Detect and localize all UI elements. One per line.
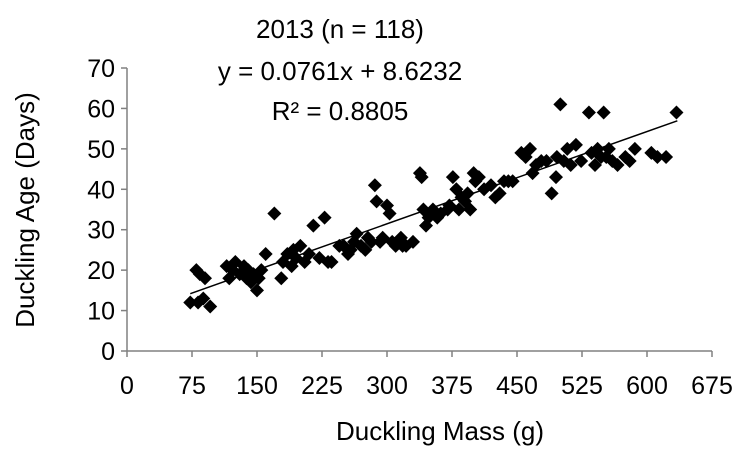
data-point: [505, 174, 520, 189]
data-point: [358, 242, 373, 257]
x-tick-label: 150: [236, 372, 278, 400]
data-point: [369, 194, 384, 209]
plot-area: 0 10 20 30 40 50 60 70 0 75 150 225 300 375 450 525 600 6…: [87, 55, 733, 400]
x-tick-label: 300: [366, 372, 408, 400]
data-point: [367, 178, 382, 193]
y-tick-label: 40: [87, 176, 115, 204]
data-point: [349, 226, 364, 241]
data-point: [581, 105, 596, 120]
data-point: [274, 271, 289, 286]
data-point: [203, 299, 218, 314]
chart-title: 2013 (n = 118): [256, 14, 424, 44]
data-point: [267, 206, 282, 221]
y-tick-label: 0: [101, 338, 115, 366]
data-point: [659, 149, 674, 164]
y-tick-label: 30: [87, 217, 115, 245]
data-point: [669, 105, 684, 120]
trendline-equation: y = 0.0761x + 8.6232: [218, 56, 462, 86]
x-tick-label: 600: [626, 372, 668, 400]
data-point: [588, 158, 602, 173]
x-tick-label: 0: [120, 372, 134, 400]
data-point: [627, 141, 642, 156]
data-point: [463, 202, 478, 217]
data-point: [596, 105, 611, 120]
data-point: [445, 170, 460, 185]
y-tick-label: 70: [87, 55, 115, 83]
data-point: [549, 170, 563, 185]
data-point: [306, 218, 321, 233]
data-point: [601, 141, 616, 156]
data-point: [442, 198, 457, 213]
data-point: [414, 170, 429, 185]
data-point: [317, 210, 332, 225]
data-point: [250, 283, 264, 298]
data-point: [406, 234, 420, 249]
data-point: [364, 234, 379, 249]
data-point: [258, 246, 273, 261]
data-point: [324, 255, 339, 270]
data-point: [183, 295, 198, 310]
x-tick-label: 525: [561, 372, 603, 400]
data-point: [650, 149, 665, 164]
data-point: [382, 206, 397, 221]
data-point: [484, 178, 498, 193]
data-point: [622, 153, 637, 168]
x-tick-label: 225: [301, 372, 343, 400]
data-point: [332, 238, 347, 253]
y-tick-label: 60: [87, 95, 115, 123]
data-point: [196, 291, 211, 306]
data-point: [523, 141, 537, 156]
data-point: [492, 186, 507, 201]
data-point: [544, 186, 559, 201]
data-point: [395, 238, 410, 253]
data-point: [568, 137, 583, 152]
data-point: [563, 158, 578, 173]
data-point: [471, 170, 486, 185]
r-squared-label: R² = 0.8805: [272, 96, 409, 126]
x-axis-title: Duckling Mass (g): [336, 416, 544, 446]
x-tick-label: 450: [496, 372, 538, 400]
data-point: [539, 153, 554, 168]
data-point: [198, 271, 212, 286]
data-point: [293, 238, 308, 253]
data-point: [297, 255, 312, 270]
data-point: [574, 153, 589, 168]
data-point: [254, 263, 269, 278]
y-axis-title: Duckling Age (Days): [10, 92, 40, 328]
x-tick-label: 675: [691, 372, 733, 400]
y-tick-label: 10: [87, 298, 115, 326]
data-point: [610, 158, 625, 173]
x-tick-label: 75: [178, 372, 206, 400]
x-tick-label: 375: [431, 372, 473, 400]
y-tick-label: 20: [87, 257, 115, 285]
data-point: [460, 186, 475, 201]
data-point: [553, 97, 568, 112]
data-point: [302, 246, 316, 261]
y-tick-label: 50: [87, 136, 115, 164]
